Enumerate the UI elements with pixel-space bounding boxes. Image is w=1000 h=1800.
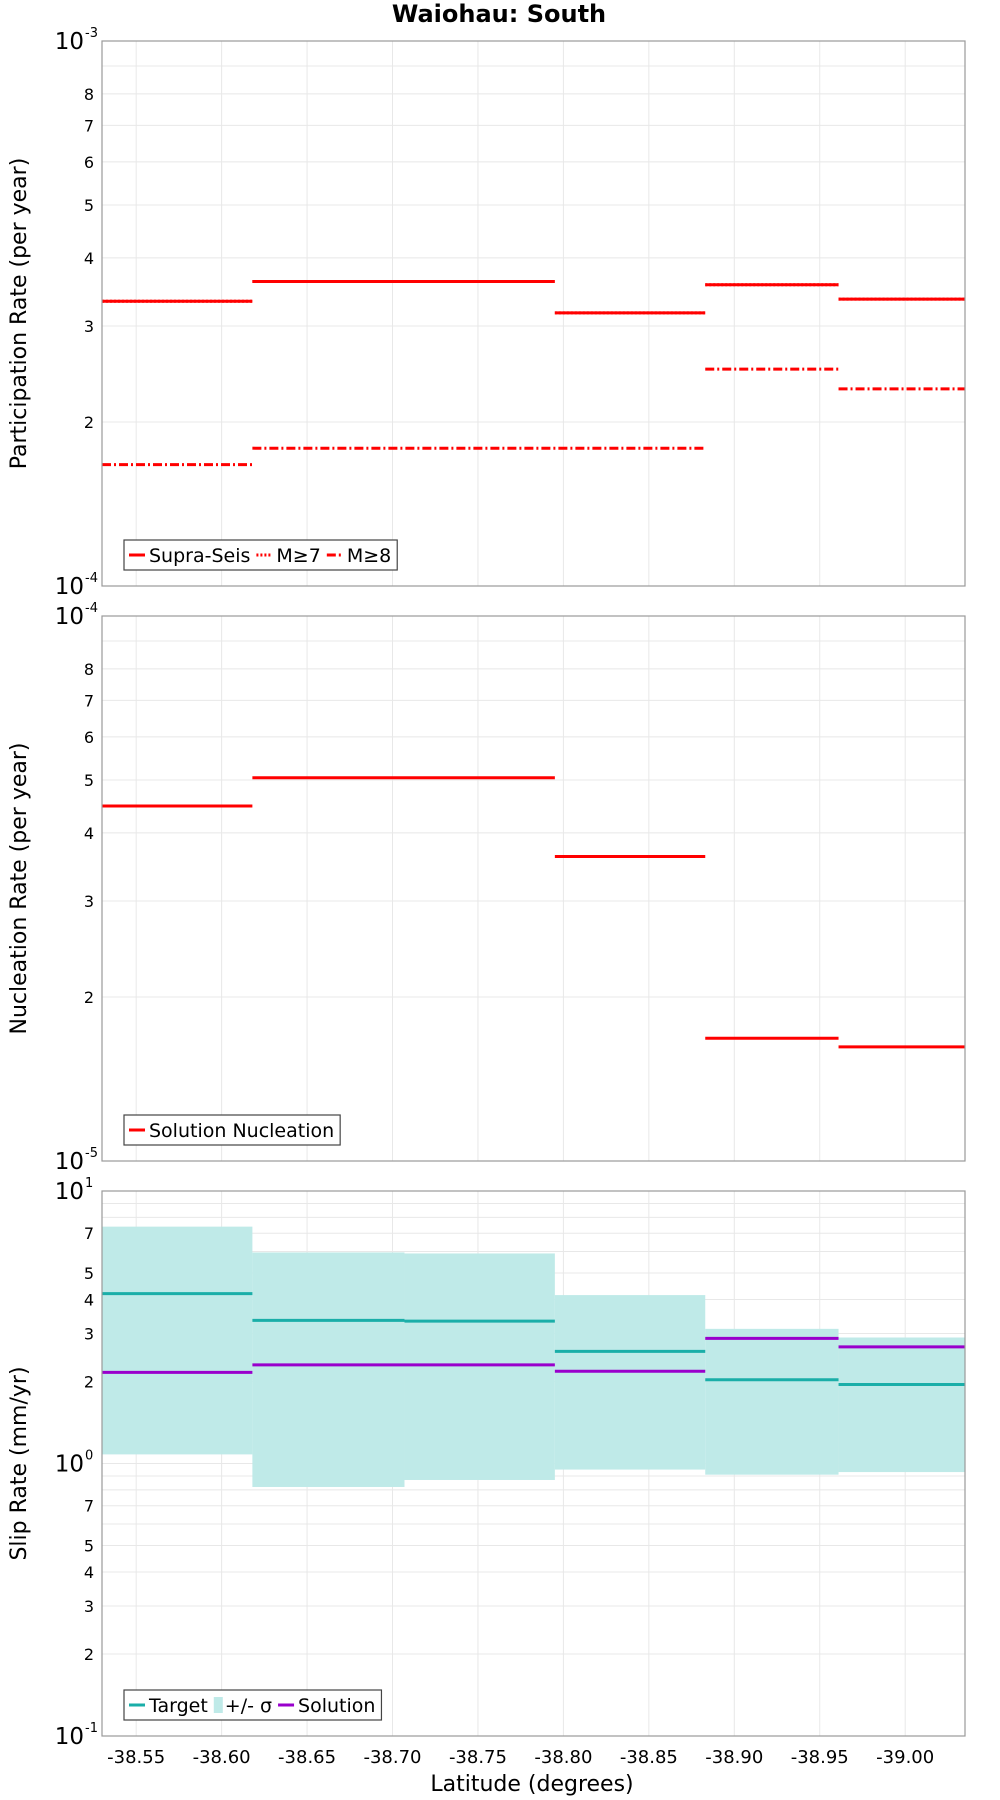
y-tick-label: 10 — [55, 604, 84, 630]
y-tick-label: 7 — [84, 116, 94, 135]
y-tick-label: 10 — [55, 1724, 84, 1750]
y-tick-label: 4 — [84, 824, 94, 843]
x-tick-label: -38.85 — [620, 1747, 678, 1768]
y-tick-exponent: -4 — [85, 601, 98, 616]
legend-label: Target — [148, 1695, 208, 1717]
x-tick-label: -38.90 — [705, 1747, 763, 1768]
y-axis-label: Nucleation Rate (per year) — [7, 743, 32, 1035]
y-tick-label: 2 — [84, 413, 94, 432]
y-tick-label: 8 — [84, 85, 94, 104]
y-axis-label: Slip Rate (mm/yr) — [7, 1366, 32, 1560]
sigma-band-segment — [838, 1337, 965, 1473]
x-tick-label: -38.55 — [107, 1747, 165, 1768]
x-tick-labels: -38.55 -38.60 -38.65 -38.70 -38.75 -38.80 -38.… — [107, 1747, 934, 1768]
legend: Solution Nucleation — [123, 1114, 341, 1146]
y-tick-label: 4 — [84, 249, 94, 268]
y-tick-label: 10 — [55, 1149, 84, 1175]
y-tick-label: 5 — [84, 1264, 94, 1283]
y-tick-label: 10 — [55, 574, 84, 600]
y-tick-exponent: 1 — [85, 1176, 93, 1191]
legend-swatch — [213, 1697, 223, 1713]
y-tick-label: 3 — [84, 317, 94, 336]
sigma-band-segment — [554, 1295, 706, 1470]
y-tick-label: 2 — [84, 1645, 94, 1664]
y-tick-label: 3 — [84, 1324, 94, 1343]
y-tick-label: 10 — [55, 1452, 84, 1478]
y-tick-label: 5 — [84, 1537, 94, 1556]
y-tick-label: 10 — [55, 1179, 84, 1205]
x-axis-label: Latitude (degrees) — [430, 1772, 633, 1797]
y-tick-label: 7 — [84, 1497, 94, 1516]
x-tick-label: -38.95 — [791, 1747, 849, 1768]
x-tick-label: -38.75 — [449, 1747, 507, 1768]
plot-frame — [101, 40, 966, 587]
x-tick-label: -38.60 — [193, 1747, 251, 1768]
y-tick-label: 7 — [84, 691, 94, 710]
y-tick-exponent: -5 — [85, 1146, 98, 1161]
legend-box — [123, 1114, 341, 1146]
plot-frame — [101, 615, 966, 1162]
plot-frame — [101, 1190, 966, 1737]
y-axis-label: Participation Rate (per year) — [7, 158, 32, 470]
y-tick-label: 2 — [84, 1372, 94, 1391]
y-tick-label: 6 — [84, 728, 94, 747]
legend-label: Solution — [298, 1695, 375, 1717]
sigma-band-segment — [404, 1253, 555, 1480]
y-tick-label: 4 — [84, 1563, 94, 1582]
y-tick-exponent: 0 — [85, 1449, 93, 1464]
legend-label: +/- σ — [225, 1695, 272, 1717]
sigma-band-segment — [102, 1226, 253, 1455]
legend-label: Supra-Seis — [149, 545, 250, 567]
legend-box — [123, 1689, 383, 1721]
y-tick-label: 4 — [84, 1290, 94, 1309]
y-tick-label: 5 — [84, 196, 94, 215]
legend-label: M≥7 — [276, 545, 320, 567]
y-tick-label: 6 — [84, 153, 94, 172]
x-tick-label: -38.70 — [363, 1747, 421, 1768]
legend: Target +/- σ Solution — [123, 1689, 383, 1721]
x-tick-label: -38.80 — [534, 1747, 592, 1768]
y-tick-exponent: -4 — [85, 571, 98, 586]
legend-label: M≥8 — [347, 545, 391, 567]
y-tick-exponent: -1 — [85, 1721, 98, 1736]
y-tick-label: 7 — [84, 1224, 94, 1243]
sigma-band-segment — [705, 1328, 839, 1475]
chart-title: Waiohau: South — [392, 0, 606, 28]
x-tick-label: -38.65 — [278, 1747, 336, 1768]
y-tick-label: 8 — [84, 660, 94, 679]
y-tick-label: 3 — [84, 892, 94, 911]
y-tick-label: 2 — [84, 988, 94, 1007]
legend: Supra-Seis M≥7 M≥8 — [123, 539, 398, 571]
y-tick-label: 10 — [55, 29, 84, 55]
sigma-band-segment — [252, 1252, 405, 1487]
y-tick-label: 3 — [84, 1597, 94, 1616]
y-tick-label: 5 — [84, 771, 94, 790]
x-tick-label: -39.00 — [876, 1747, 934, 1768]
legend-label: Solution Nucleation — [149, 1120, 334, 1142]
y-tick-exponent: -3 — [85, 26, 98, 41]
